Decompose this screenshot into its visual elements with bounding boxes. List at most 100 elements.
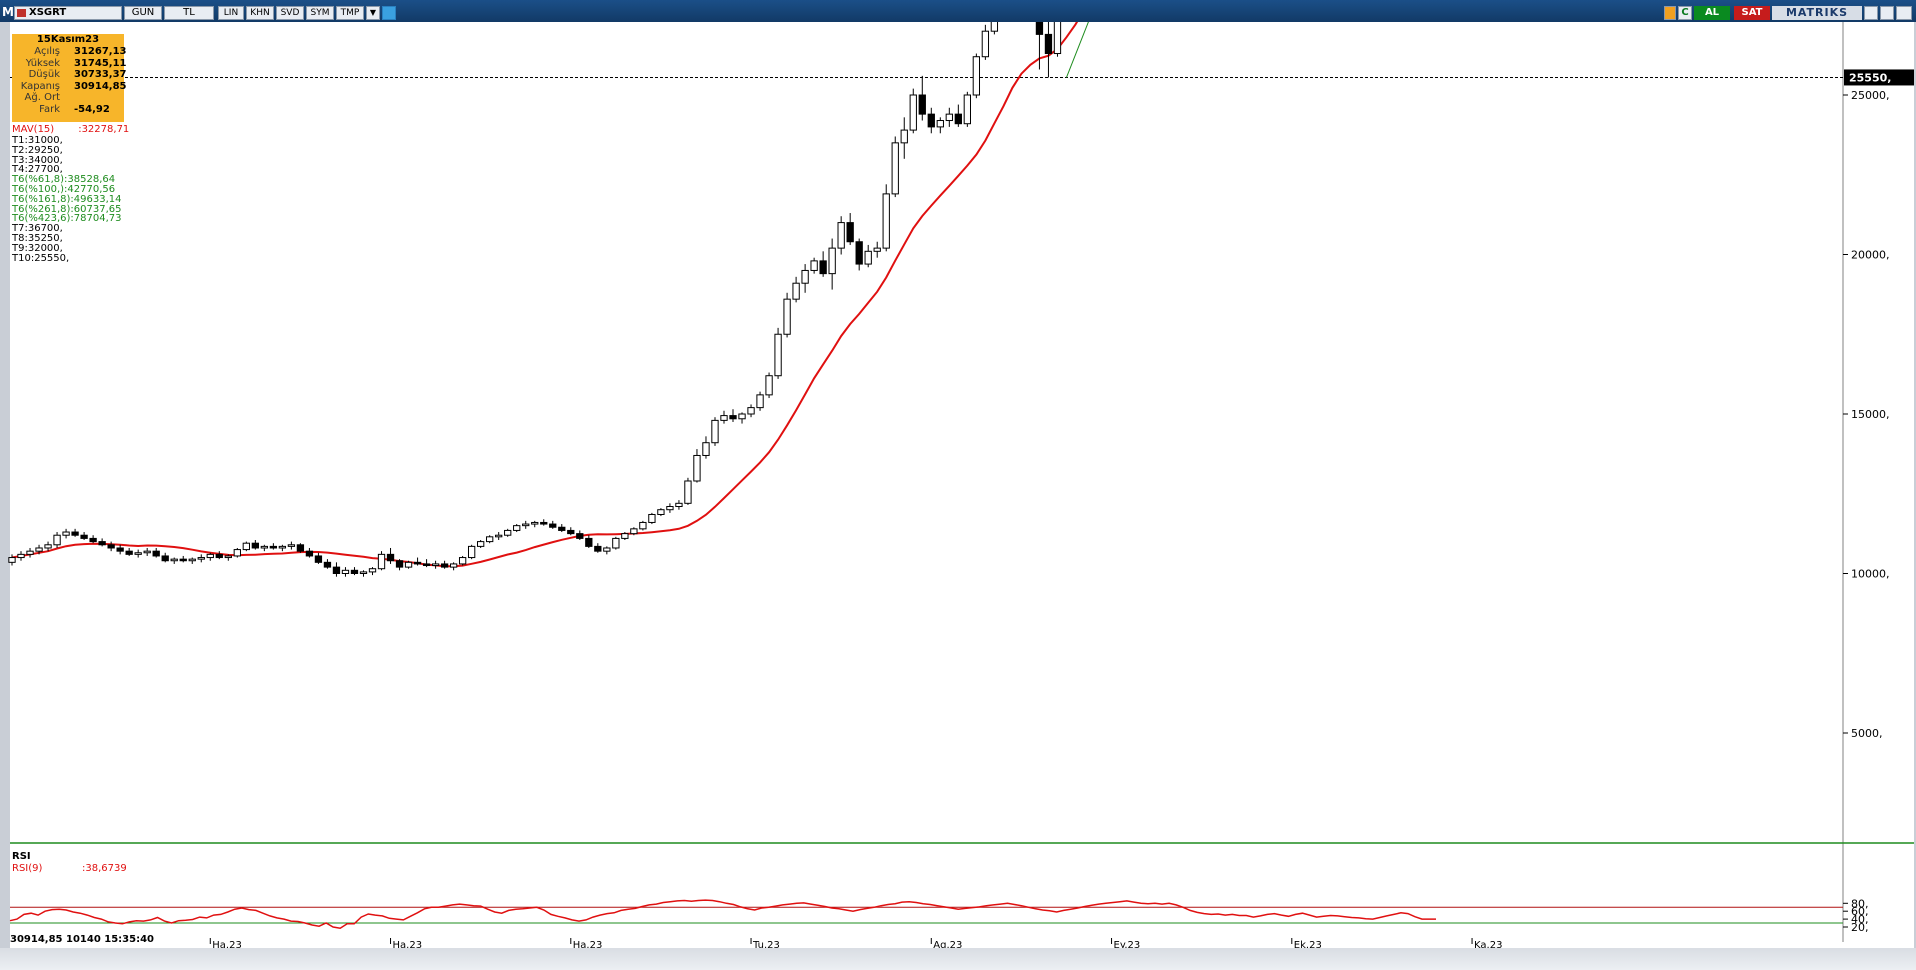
candle-body xyxy=(666,506,674,511)
maximize-icon[interactable] xyxy=(1880,6,1894,20)
info-value: 30733,37 xyxy=(74,69,127,81)
candle-body xyxy=(963,94,971,125)
x-axis-labels: Ha.23 Ha.23 Ha.23 Tu.23 Ag.23 Ey.23 Ek.23 Ka.23 xyxy=(209,938,1502,948)
app-menu-button[interactable]: M xyxy=(2,5,14,19)
candle-body xyxy=(71,531,79,536)
info-date: 15Kasım23 xyxy=(36,34,100,45)
candle-body xyxy=(107,544,115,549)
candle-body xyxy=(278,545,287,549)
trend-line-label: T6(%161,8):49633,14 xyxy=(12,193,122,205)
rsi-line xyxy=(9,899,1436,929)
minimize-icon[interactable] xyxy=(1864,6,1878,20)
candle-body xyxy=(269,545,278,549)
trend-line-label: T1:31000, xyxy=(12,135,63,146)
trend-line-label: T10:25550, xyxy=(12,252,70,264)
candle-body xyxy=(882,193,890,249)
khn-button[interactable]: KHN xyxy=(246,6,274,20)
ohlc-info-box: 15Kasım23 Açılış 31267,13 Yüksek 31745,11 Dü… xyxy=(12,34,127,122)
candle-body xyxy=(810,260,818,271)
candle-body xyxy=(630,528,638,535)
candle-body xyxy=(35,547,43,552)
sym-button[interactable]: SYM xyxy=(306,6,334,20)
info-row: Kapanış 30914,85 xyxy=(12,80,127,93)
info-row: Ağ. Ort xyxy=(12,92,124,104)
price-chart[interactable]: 5000,10000,15000,20000,25000,30000,35000… xyxy=(0,22,1916,948)
sell-button[interactable]: SAT xyxy=(1734,6,1770,20)
candle-body xyxy=(80,534,88,539)
support-resistance-lines: 36700,35250,34000,32000,31000,29250,2770… xyxy=(10,69,1914,86)
candle-body xyxy=(720,415,728,421)
candle-body xyxy=(792,282,800,300)
trend-line-label: T4:27700, xyxy=(12,164,63,176)
candle-body xyxy=(702,442,710,456)
candle-body xyxy=(837,222,845,249)
x-tick-label: Ag.23 xyxy=(933,940,962,948)
x-tick-label: Ey.23 xyxy=(1114,940,1141,948)
rsi-title: RSI xyxy=(12,851,31,862)
candle-body xyxy=(675,502,683,508)
buy-button[interactable]: AL xyxy=(1694,6,1730,20)
y-tick-label: 20000, xyxy=(1851,249,1890,262)
candle-body xyxy=(44,544,52,549)
mav-label: MAV(15) xyxy=(12,124,55,135)
candle-body xyxy=(693,454,701,482)
mav-value: :32278,71 xyxy=(78,124,130,135)
candle-body xyxy=(1044,33,1053,55)
close-icon[interactable] xyxy=(1896,6,1912,20)
level-price-label: 25550, xyxy=(1849,71,1891,84)
y-tick-label: 5000, xyxy=(1851,727,1883,740)
candle-body xyxy=(945,113,953,122)
trend-line-label: T6(%61,8):38528,64 xyxy=(12,174,116,186)
candle-body xyxy=(990,22,999,32)
period-button[interactable]: GUN xyxy=(124,6,162,20)
candle-body xyxy=(684,480,692,504)
y-tick-label: 25000, xyxy=(1851,89,1890,102)
rsi-value: :38,6739 xyxy=(82,863,127,874)
candle-body xyxy=(819,260,827,275)
candle-body xyxy=(449,563,458,568)
candle-body xyxy=(1053,22,1062,55)
candle-body xyxy=(828,247,836,275)
candle-body xyxy=(251,542,259,549)
candle-body xyxy=(594,545,602,552)
x-tick-label: Ka.23 xyxy=(1474,940,1502,948)
info-value: 30914,85 xyxy=(74,80,127,92)
candle-body xyxy=(927,113,935,128)
candle-body xyxy=(864,250,872,265)
y-tick-label: 15000, xyxy=(1851,408,1890,421)
trend-line-label: T7:36700, xyxy=(12,223,63,235)
candle-body xyxy=(756,394,764,409)
template-button[interactable]: TMP xyxy=(336,6,364,20)
candle-body xyxy=(954,113,962,125)
currency-button[interactable]: TL xyxy=(164,6,214,20)
twitter-icon[interactable] xyxy=(382,6,396,20)
x-tick-label: Ha.23 xyxy=(212,940,242,948)
candle-body xyxy=(242,542,250,551)
trend-line-label: T9:32000, xyxy=(12,242,63,254)
y-axis-ticks: 5000,10000,15000,20000,25000,30000,35000… xyxy=(1843,89,1890,740)
candle-body xyxy=(440,563,449,568)
linear-scale-button[interactable]: LIN xyxy=(218,6,244,20)
candle-body xyxy=(134,552,142,555)
candle-body xyxy=(422,563,431,567)
candle-body xyxy=(116,547,124,552)
refresh-icon[interactable]: C xyxy=(1678,6,1692,20)
x-tick-label: Ha.23 xyxy=(573,940,603,948)
candle-body xyxy=(531,521,539,525)
symbol-selector[interactable]: XSGRT xyxy=(14,6,122,20)
alert-icon[interactable] xyxy=(1664,6,1676,20)
candle-body xyxy=(188,558,196,562)
candle-body xyxy=(152,550,160,557)
candle-body xyxy=(657,509,665,515)
dropdown-arrow-icon[interactable]: ▼ xyxy=(366,6,380,20)
x-tick-label: Ek.23 xyxy=(1294,940,1322,948)
candle-body xyxy=(1035,22,1044,35)
svd-button[interactable]: SVD xyxy=(276,6,304,20)
candle-body xyxy=(504,529,512,536)
candle-body xyxy=(936,120,944,128)
candle-body xyxy=(846,222,854,243)
candle-body xyxy=(918,94,926,115)
candle-body xyxy=(296,544,305,552)
